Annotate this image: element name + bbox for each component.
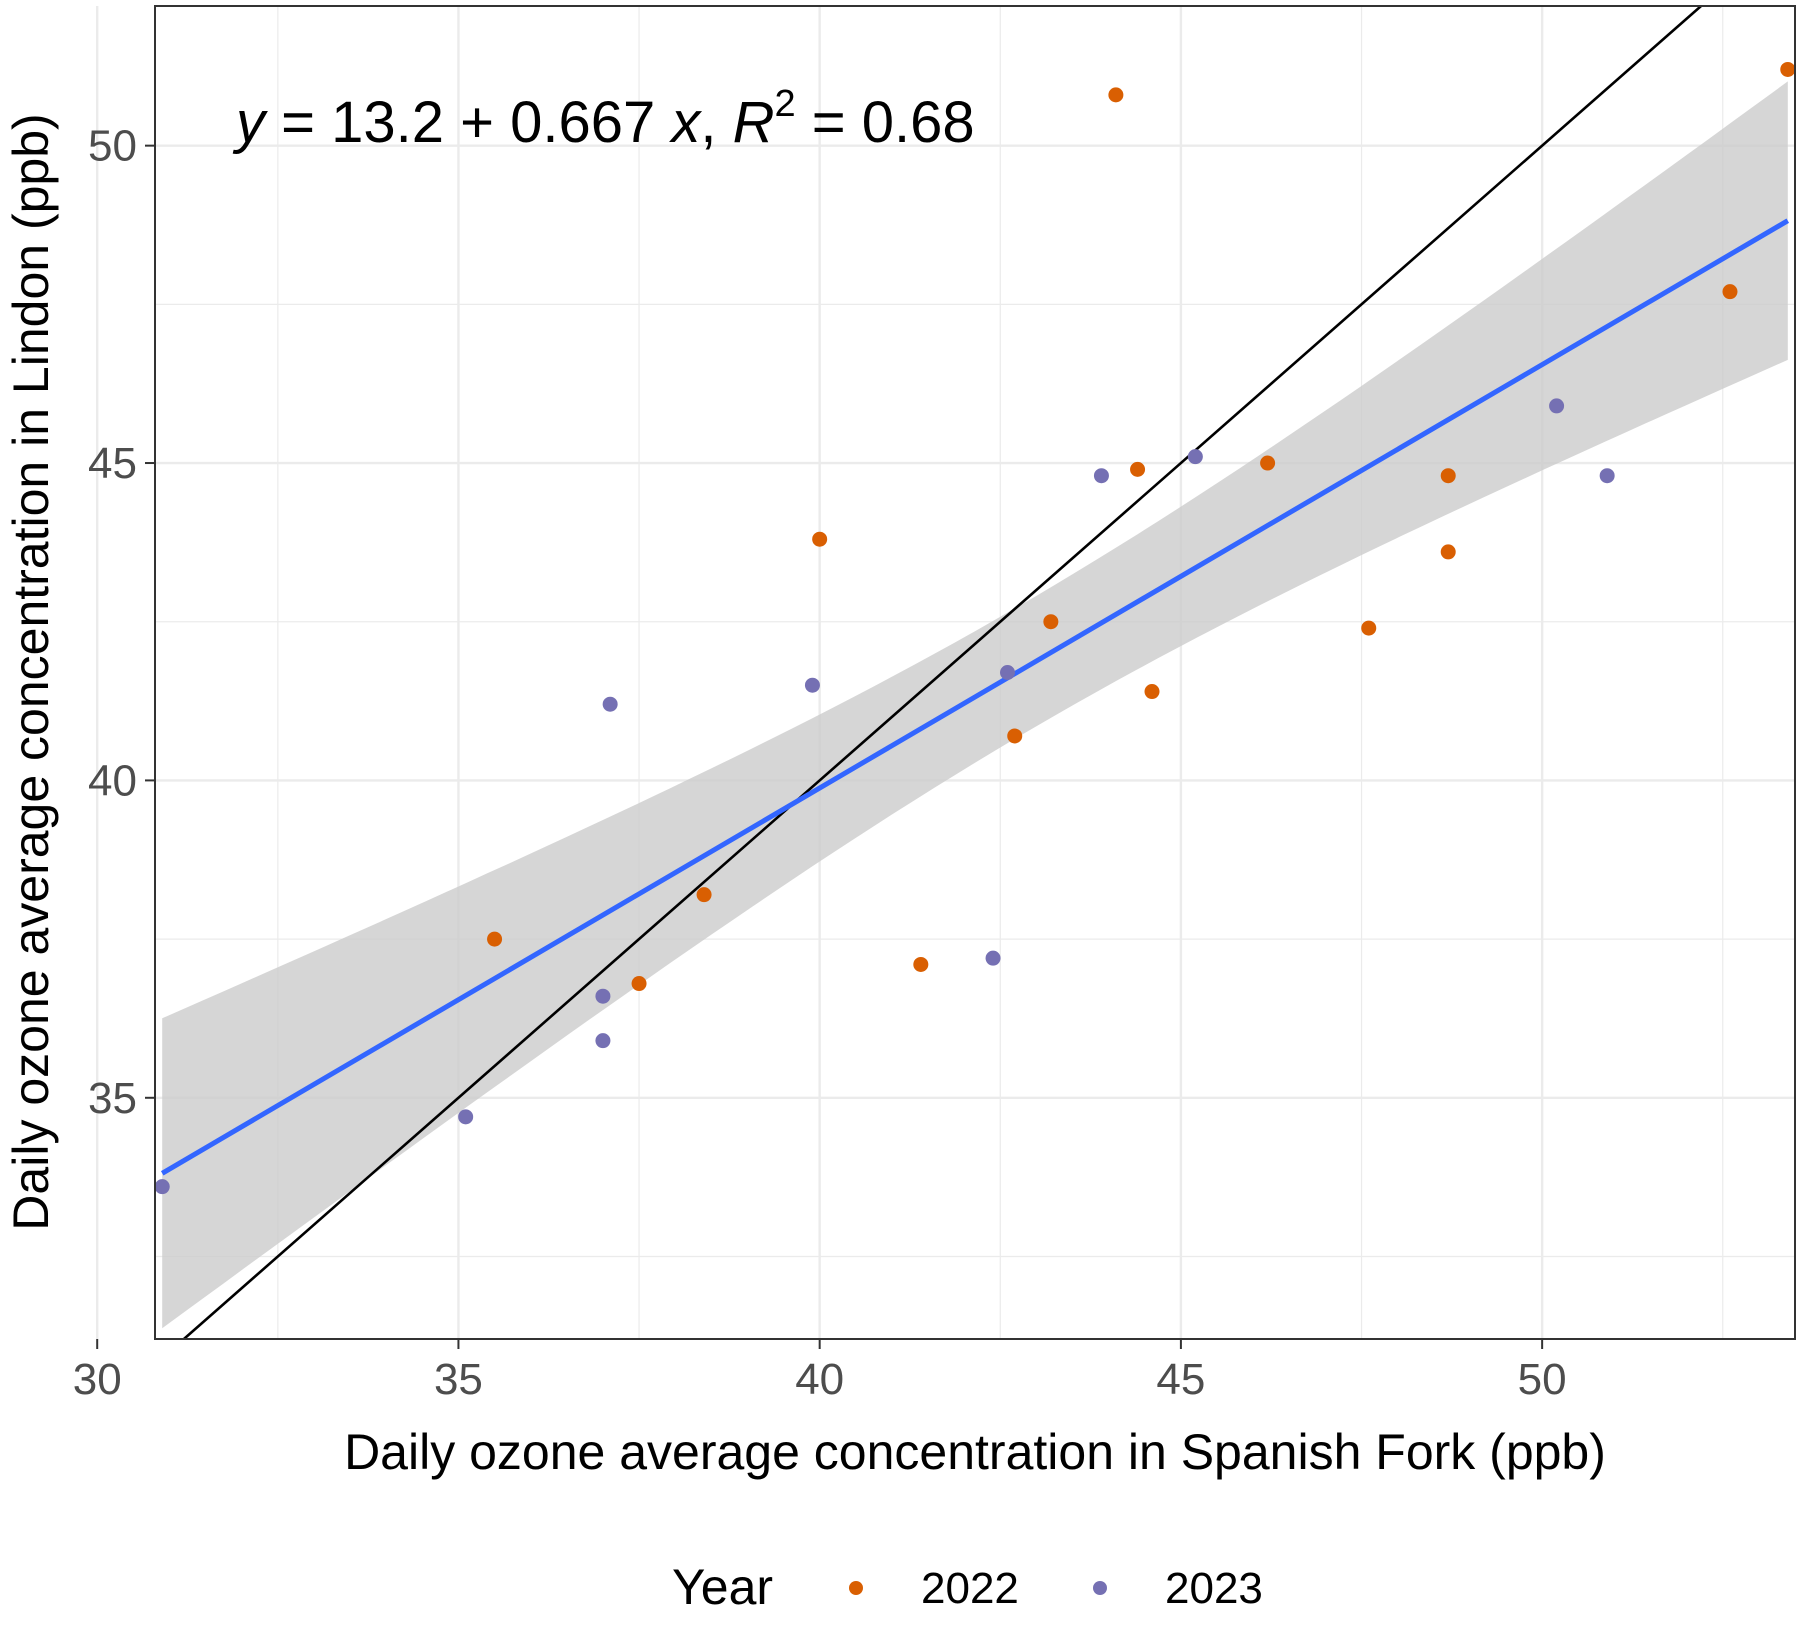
y-tick-label: 45 — [88, 439, 137, 488]
equation-r-var: R — [733, 90, 775, 155]
point-2023 — [985, 950, 1001, 966]
point-2022 — [1043, 614, 1059, 630]
y-tick-label: 35 — [88, 1074, 137, 1123]
point-2022 — [1108, 87, 1124, 103]
point-2022 — [812, 531, 828, 547]
point-2022 — [487, 931, 503, 947]
axis-ticks: 30 35 40 45 50 35 40 45 50 — [73, 122, 1567, 1404]
point-2022 — [1144, 684, 1160, 700]
point-2023 — [1187, 449, 1203, 465]
x-tick-label: 50 — [1518, 1355, 1567, 1404]
equation-sep: , — [700, 90, 732, 155]
point-2022 — [631, 976, 647, 992]
point-2022 — [1130, 461, 1146, 477]
point-2023 — [458, 1109, 474, 1125]
x-tick-label: 40 — [795, 1355, 844, 1404]
x-axis-title: Daily ozone average concentration in Spa… — [344, 1424, 1606, 1480]
point-2023 — [1599, 468, 1615, 484]
grid — [96, 6, 1795, 1339]
confidence-band-area — [162, 81, 1788, 1329]
point-2022 — [1780, 61, 1796, 77]
point-2023 — [1549, 398, 1565, 414]
x-tick-label: 30 — [73, 1355, 122, 1404]
point-2022 — [1722, 284, 1738, 300]
panel-border — [154, 5, 1796, 1340]
point-2022 — [1440, 468, 1456, 484]
y-axis-title: Daily ozone average concentration in Lin… — [3, 113, 59, 1230]
confidence-band — [162, 81, 1788, 1329]
x-tick-label: 45 — [1156, 1355, 1205, 1404]
y-tick-label: 40 — [88, 756, 137, 805]
point-2022 — [913, 956, 929, 972]
point-2023 — [154, 1179, 170, 1195]
regression-line — [160, 218, 1790, 1176]
equation-r-value: = 0.68 — [796, 90, 975, 155]
identity-line — [181, 6, 1704, 1339]
point-2023 — [595, 988, 611, 1004]
point-2022 — [1007, 728, 1023, 744]
point-2023 — [804, 677, 820, 693]
point-2023 — [602, 696, 618, 712]
equation-annotation: y = 13.2 + 0.667 x, R2 = 0.68 — [232, 83, 975, 155]
legend-key-2022 — [849, 1581, 863, 1595]
legend-label-2023: 2023 — [1165, 1564, 1263, 1613]
equation-x-var: x — [668, 90, 702, 155]
data-points — [154, 61, 1796, 1195]
point-2023 — [1093, 468, 1109, 484]
legend-label-2022: 2022 — [921, 1564, 1019, 1613]
point-2022 — [1440, 544, 1456, 560]
legend-key-2023 — [1093, 1581, 1107, 1595]
point-2023 — [1000, 665, 1016, 680]
point-2022 — [696, 887, 712, 903]
legend: Year 2022 2023 — [672, 1559, 1263, 1615]
point-2022 — [1260, 455, 1276, 471]
point-2022 — [1361, 620, 1377, 636]
equation-body: = 13.2 + 0.667 — [265, 90, 671, 155]
equation-r-exponent: 2 — [774, 83, 795, 125]
fit-lines — [160, 6, 1790, 1339]
equation-y-var: y — [232, 90, 268, 155]
x-tick-label: 35 — [434, 1355, 483, 1404]
legend-title: Year — [672, 1559, 773, 1615]
y-tick-label: 50 — [88, 122, 137, 171]
point-2023 — [595, 1033, 611, 1049]
